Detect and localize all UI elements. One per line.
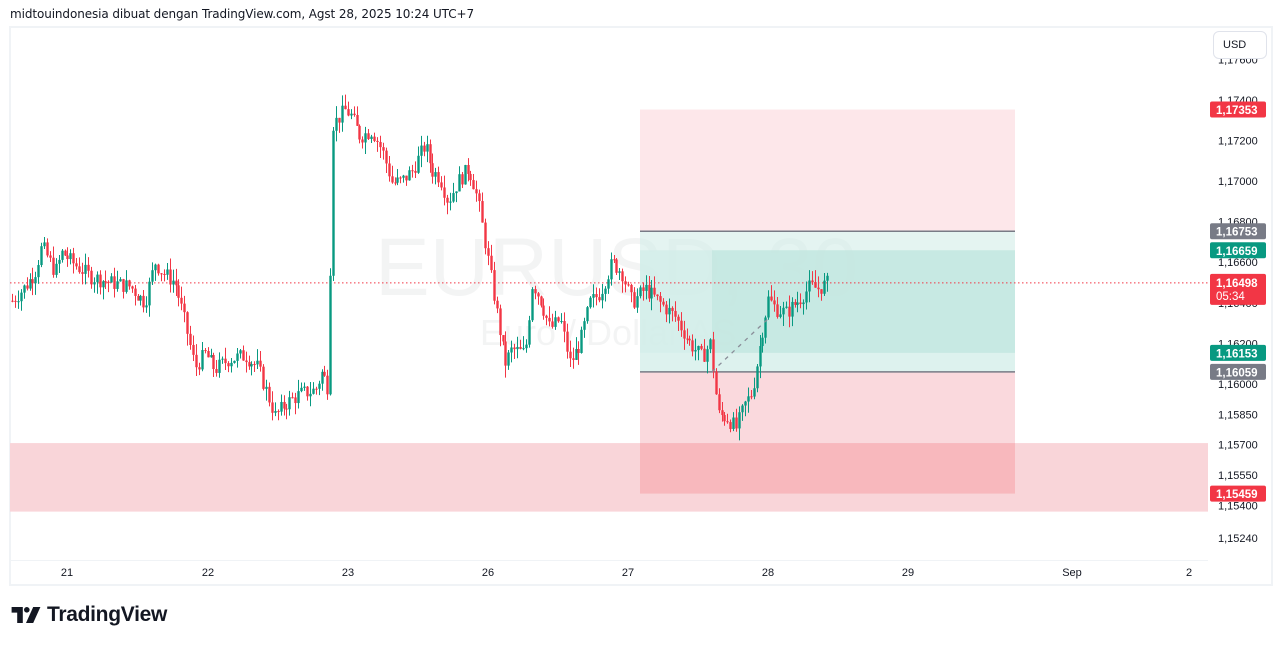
price-tick: 1,15240 <box>1218 533 1258 545</box>
logo-text: TradingView <box>47 603 168 626</box>
tradingview-logo-icon <box>11 607 41 623</box>
chart-attribution: midtouindonesia dibuat dengan TradingVie… <box>10 7 474 21</box>
price-tick: 1,16600 <box>1218 257 1258 269</box>
time-tick: Sep <box>1062 567 1082 579</box>
zones-layer <box>10 443 1208 512</box>
time-tick: 26 <box>482 567 494 579</box>
time-tick: 29 <box>902 567 914 579</box>
time-tick: 28 <box>762 567 774 579</box>
time-tick: 2 <box>1186 567 1192 579</box>
tradingview-logo[interactable]: TradingView <box>11 603 167 627</box>
chart-pane[interactable] <box>9 26 1273 586</box>
candles-layer <box>11 94 829 441</box>
svg-text:1,16498: 1,16498 <box>1216 278 1258 290</box>
stop-loss-tag: 1,17353 <box>1210 101 1266 118</box>
svg-text:05:34: 05:34 <box>1216 291 1245 303</box>
position-tools-layer[interactable] <box>640 109 1015 494</box>
price-tags: 1,17353 1,16753 1,16659 1,16153 1,16059 1,154… <box>1210 101 1266 502</box>
short-entry-tag: 1,16753 <box>1210 223 1266 240</box>
time-tick: 21 <box>61 567 73 579</box>
time-axis[interactable] <box>9 560 1208 586</box>
time-tick: 23 <box>342 567 354 579</box>
currency-button[interactable]: USD <box>1213 31 1267 59</box>
price-tick: 1,15400 <box>1218 501 1258 513</box>
svg-text:1,16059: 1,16059 <box>1216 367 1258 379</box>
time-tick: 27 <box>622 567 634 579</box>
price-tick: 1,15550 <box>1218 470 1258 482</box>
price-tick: 1,17000 <box>1218 176 1258 188</box>
long-target-zone[interactable] <box>640 250 1015 372</box>
svg-text:1,15459: 1,15459 <box>1216 489 1258 501</box>
svg-text:1,17353: 1,17353 <box>1216 105 1258 117</box>
price-tick: 1,15700 <box>1218 440 1258 452</box>
svg-text:1,16659: 1,16659 <box>1216 246 1258 258</box>
price-tick: 1,17200 <box>1218 136 1258 148</box>
trade-progress-fill <box>712 250 1015 353</box>
stop-loss-2-tag: 1,15459 <box>1210 485 1266 502</box>
projection-line[interactable] <box>711 316 771 373</box>
target-2-tag: 1,16153 <box>1210 344 1266 361</box>
price-tick: 1,15850 <box>1218 409 1258 421</box>
svg-text:1,16153: 1,16153 <box>1216 348 1258 360</box>
svg-text:1,16753: 1,16753 <box>1216 227 1258 239</box>
overlap-zone <box>640 443 1015 494</box>
target-tag: 1,16659 <box>1210 242 1266 259</box>
time-axis-ticks: 21 22 23 26 27 28 29 Sep 2 <box>61 567 1192 579</box>
price-tick: 1,16000 <box>1218 379 1258 391</box>
price-axis[interactable] <box>1208 26 1273 586</box>
support-zone[interactable] <box>10 443 1208 512</box>
short-stop-zone[interactable] <box>640 109 1015 232</box>
long-entry-tag: 1,16059 <box>1210 363 1266 380</box>
time-tick: 22 <box>202 567 214 579</box>
